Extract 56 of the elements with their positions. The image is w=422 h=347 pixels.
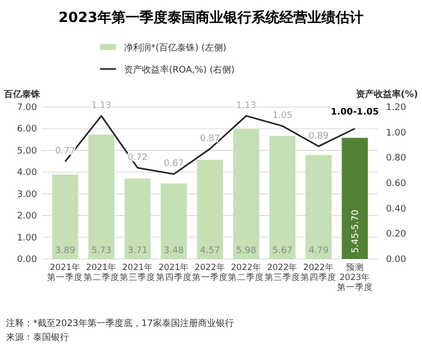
y-tick-label: 6.00 bbox=[16, 124, 38, 135]
y2-tick-label: 0.60 bbox=[386, 179, 406, 189]
y2-tick-label: 0.00 bbox=[386, 255, 406, 265]
x-tick-label: 2021年第一季度 bbox=[47, 262, 84, 283]
y2-tick-label: 0.80 bbox=[386, 154, 406, 164]
bar bbox=[269, 136, 296, 259]
bar bbox=[52, 174, 78, 259]
y-tick-label: 7.00 bbox=[16, 103, 38, 113]
bar bbox=[124, 178, 151, 259]
data-label: 4.57 bbox=[200, 246, 220, 256]
bar bbox=[160, 183, 187, 259]
legend-label: 资产收益率(ROA,%) (右侧) bbox=[124, 64, 235, 76]
data-label: 1.13 bbox=[91, 100, 112, 111]
y2-tick-label: 1.20 bbox=[386, 103, 406, 113]
data-label: 3.48 bbox=[164, 246, 184, 256]
data-label: 5.45-5.70 bbox=[350, 209, 361, 253]
y2-axis-title: 资产收益率(%) bbox=[356, 89, 418, 100]
data-label: 0.89 bbox=[308, 131, 329, 142]
y-tick-label: 4.00 bbox=[16, 168, 38, 178]
y-tick-label: 5.00 bbox=[16, 146, 38, 156]
data-label: 1.13 bbox=[236, 100, 256, 111]
bar bbox=[196, 160, 224, 259]
data-label: 5.98 bbox=[236, 246, 256, 256]
x-tick-label: 2021年第二季度 bbox=[83, 262, 120, 283]
data-label: 0.87 bbox=[200, 134, 220, 144]
y-axis-title: 百亿泰铢 bbox=[3, 89, 41, 100]
x-tick-label: 2022年第一季度 bbox=[192, 262, 228, 283]
x-tick-label: 预测2023年第一季度 bbox=[336, 262, 373, 293]
chart-title: 2023年第一季度泰国商业银行系统经营业绩估计 bbox=[58, 9, 364, 26]
data-label: 5.73 bbox=[91, 246, 112, 256]
data-label: 3.71 bbox=[128, 246, 148, 256]
data-label: 3.89 bbox=[55, 246, 76, 256]
x-tick-label: 2021年第三季度 bbox=[120, 262, 156, 283]
text: 注释：*截至2023年第一季度底，17家泰国注册商业银行 bbox=[6, 318, 234, 329]
source-note: 来源：泰国银行 bbox=[6, 332, 69, 343]
bar bbox=[88, 134, 114, 259]
bar bbox=[342, 138, 368, 259]
data-label: 5.67 bbox=[272, 246, 292, 256]
y2-tick-label: 1.00 bbox=[386, 128, 406, 138]
x-tick-label: 2022年第二季度 bbox=[228, 262, 264, 283]
y2-tick-label: 0.40 bbox=[386, 204, 406, 214]
legend-label: 净利润*(百亿泰铢) (左侧) bbox=[124, 42, 226, 54]
x-tick-label: 2022年第三季度 bbox=[264, 262, 300, 283]
data-label: 1.00-1.05 bbox=[330, 108, 379, 118]
x-tick-label: 2022年第四季度 bbox=[300, 262, 337, 283]
y-tick-label: 2.00 bbox=[16, 212, 38, 222]
x-tick-label: 2021年第四季度 bbox=[156, 262, 192, 283]
y-tick-label: 1.00 bbox=[16, 233, 38, 244]
data-label: 0.67 bbox=[164, 159, 184, 170]
y-tick-label: 3.00 bbox=[16, 190, 38, 200]
data-label: 4.79 bbox=[308, 246, 329, 256]
data-label: 1.05 bbox=[272, 111, 292, 121]
y2-tick-label: 0.20 bbox=[386, 230, 406, 240]
bar bbox=[306, 154, 332, 259]
bar bbox=[233, 129, 260, 259]
y-tick-label: 0.00 bbox=[16, 255, 38, 265]
